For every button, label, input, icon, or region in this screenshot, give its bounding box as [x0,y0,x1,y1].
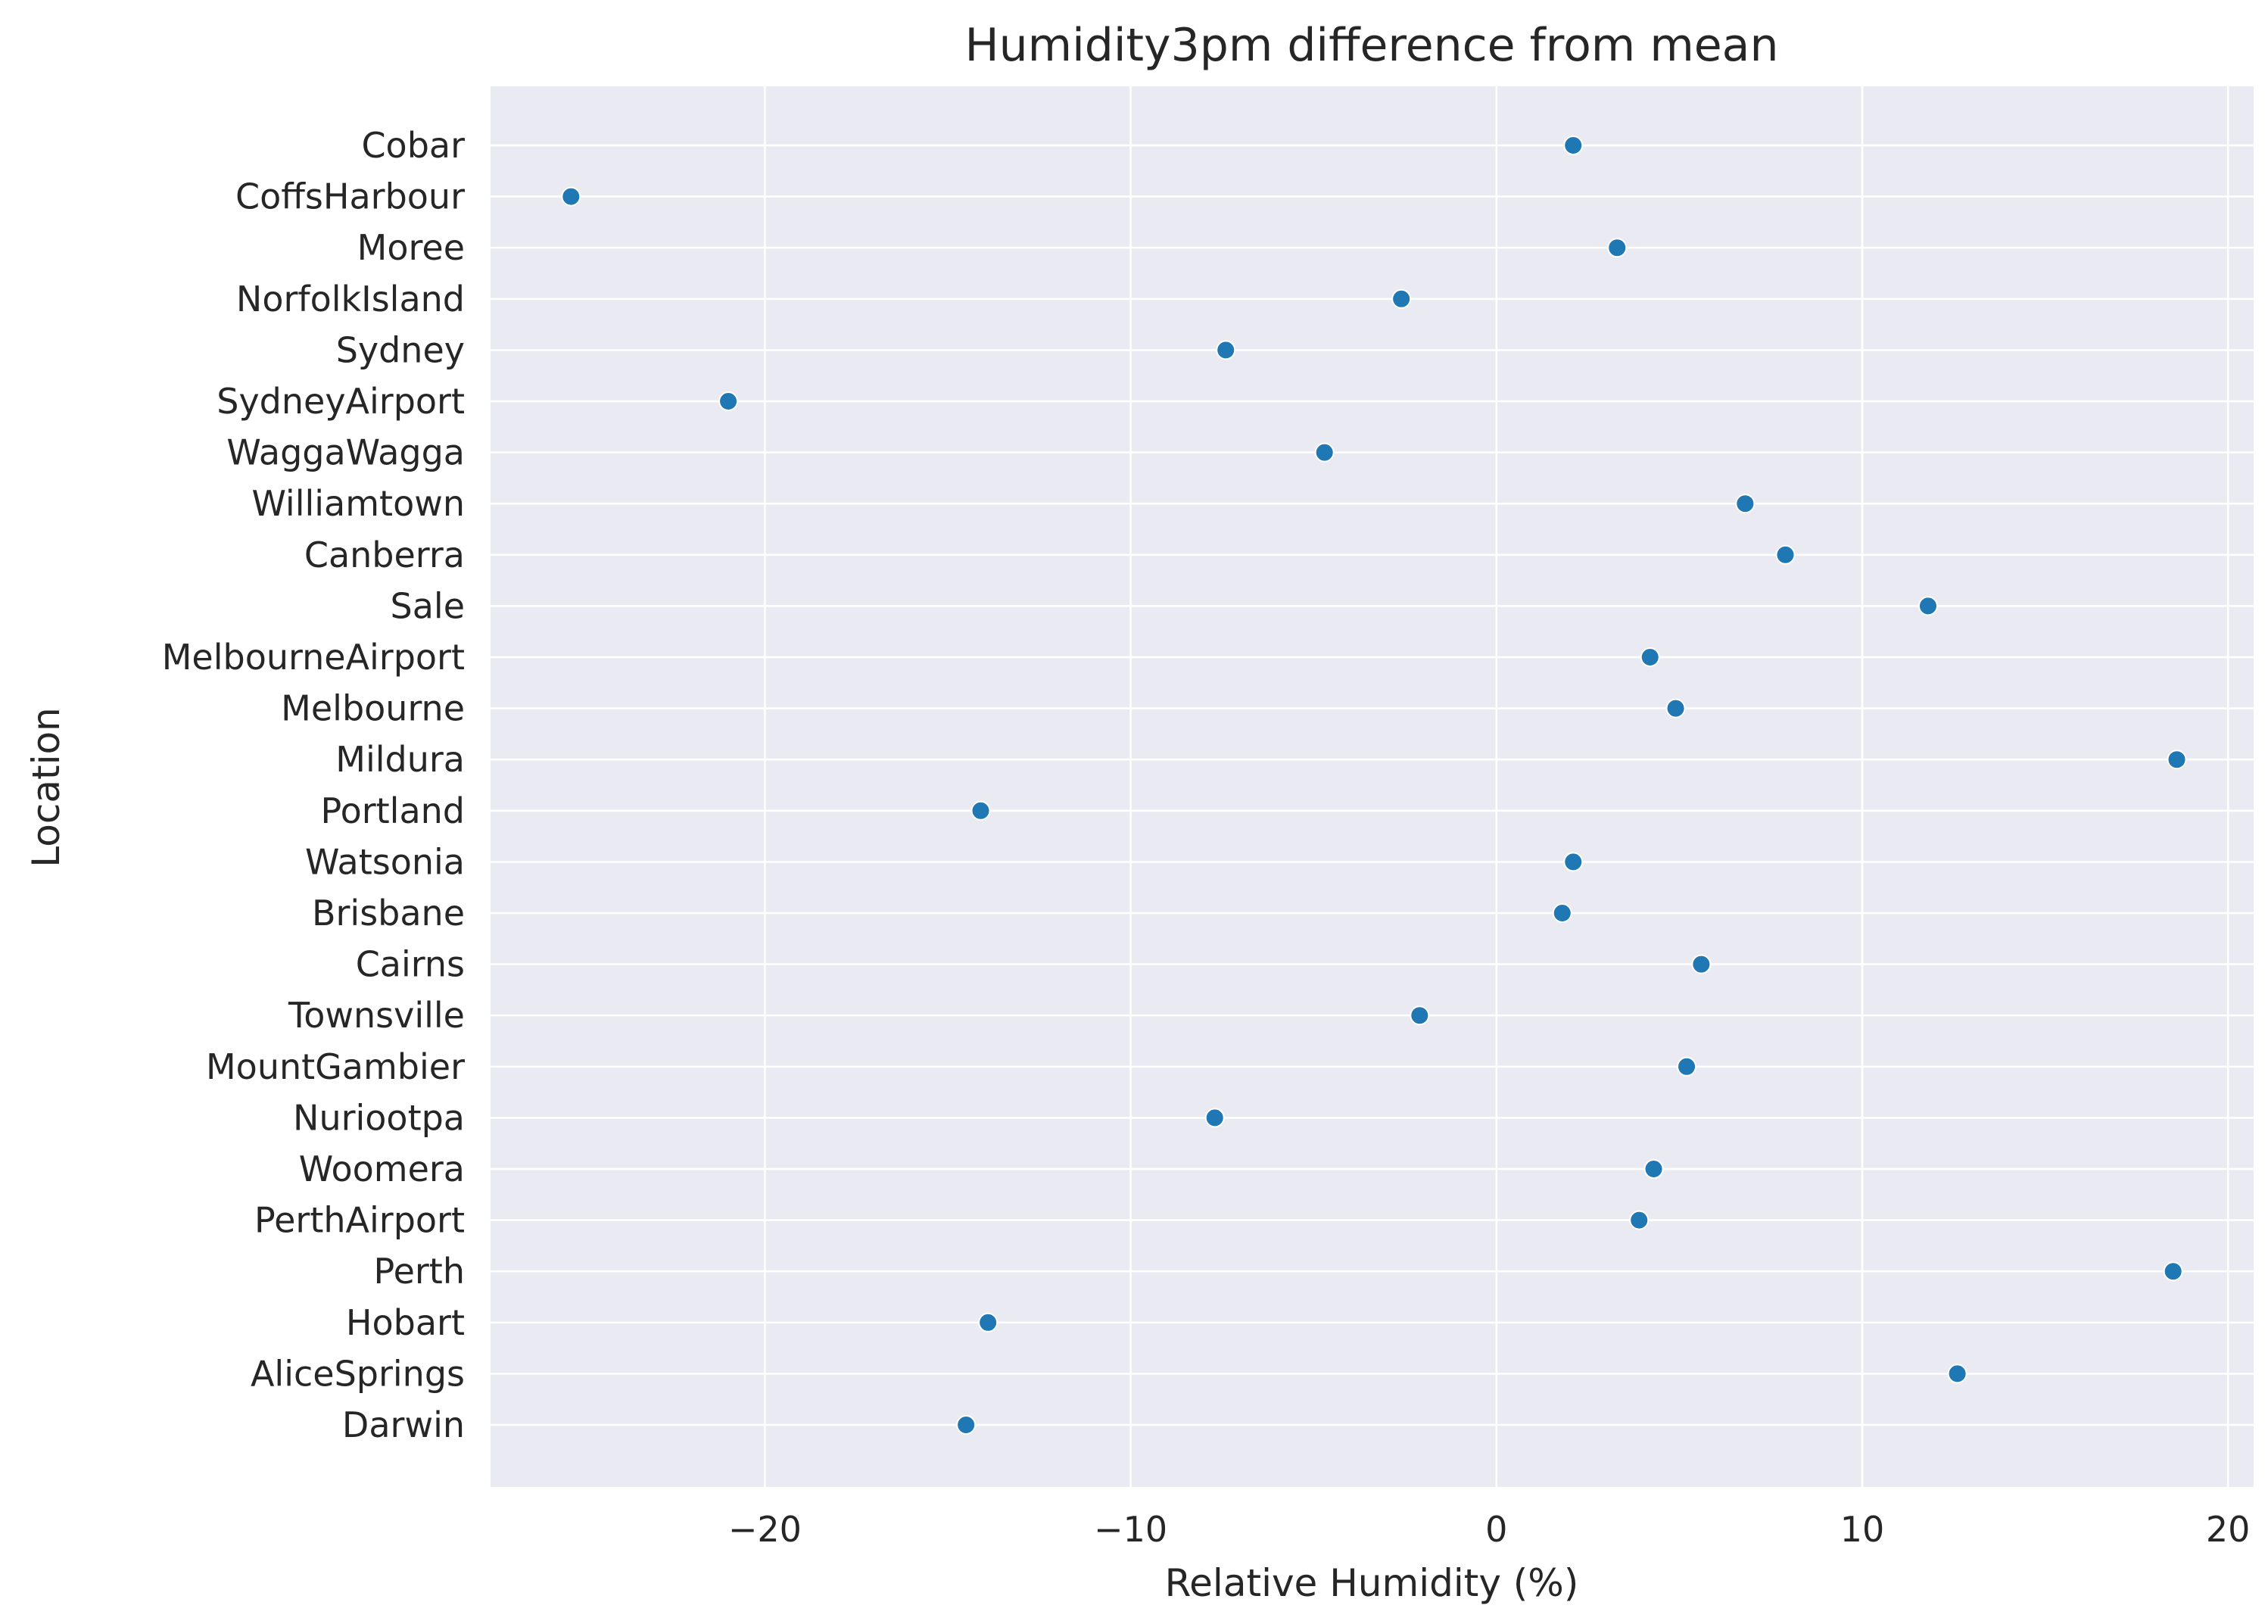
data-point [718,391,739,411]
y-tick-labels: Cobar CoffsHarbour Moree NorfolkIsland Sydne… [162,125,465,1445]
y-tick-label: Hobart [346,1302,465,1343]
chart-title: Humidity3pm difference from mean [965,19,1779,72]
data-points [561,136,2187,1435]
y-tick-label: Perth [373,1251,465,1292]
data-point [561,186,581,207]
data-point [1677,1056,1697,1077]
grid [491,86,2254,1487]
data-point [1563,852,1584,872]
x-tick-label: 20 [2206,1509,2251,1550]
plot-background [491,86,2254,1487]
x-tick-label: −20 [728,1509,802,1550]
y-tick-label: Watsonia [305,841,465,882]
data-point [1775,544,1796,565]
y-tick-label: Mildura [335,739,465,780]
data-point [1204,1108,1225,1128]
x-tick-label: 10 [1840,1509,1885,1550]
data-point [956,1415,977,1435]
x-tick-labels: −20 −10 0 10 20 [728,1509,2251,1550]
y-tick-label: Sydney [336,329,465,370]
data-point [1391,288,1412,309]
y-tick-label: Cobar [361,125,465,166]
y-tick-label: Brisbane [312,893,465,934]
data-point [1314,442,1335,463]
data-point [1629,1210,1650,1230]
data-point [1643,1159,1664,1179]
data-point [1563,136,1584,155]
data-point [1918,596,1938,616]
y-tick-label: Canberra [304,535,465,575]
data-point [1607,238,1628,258]
y-tick-label: Moree [357,227,465,268]
y-tick-label: Darwin [342,1404,465,1445]
y-tick-label: MountGambier [206,1046,465,1087]
data-point [978,1312,998,1333]
data-point [1552,903,1572,923]
data-point [2163,1261,2183,1282]
data-point [1665,698,1686,718]
y-tick-label: Nuriootpa [293,1097,465,1138]
data-point [1691,954,1712,974]
data-point [2167,750,2187,770]
y-tick-label: Portland [320,790,465,831]
data-point [1947,1364,1967,1384]
y-tick-label: Cairns [356,944,465,985]
y-axis-label: Location [24,707,68,867]
y-tick-label: SydneyAirport [217,381,465,422]
y-tick-label: CoffsHarbour [235,176,465,217]
data-point [1640,647,1660,667]
x-tick-label: 0 [1485,1509,1507,1550]
x-axis-label: Relative Humidity (%) [1165,1561,1579,1605]
y-tick-label: PerthAirport [254,1200,465,1241]
y-tick-label: WaggaWagga [226,432,465,473]
y-tick-label: Melbourne [281,688,465,729]
data-point [1216,340,1236,360]
y-tick-label: Woomera [299,1149,465,1189]
data-point [1735,494,1756,514]
y-tick-label: Townsville [288,995,465,1036]
y-tick-label: AliceSprings [251,1353,465,1394]
data-point [970,800,991,821]
x-tick-label: −10 [1094,1509,1167,1550]
y-tick-label: Williamtown [251,483,465,524]
y-tick-label: Sale [391,585,465,626]
y-tick-label: NorfolkIsland [236,279,465,320]
data-point [1410,1005,1430,1026]
y-tick-label: MelbourneAirport [162,637,465,678]
